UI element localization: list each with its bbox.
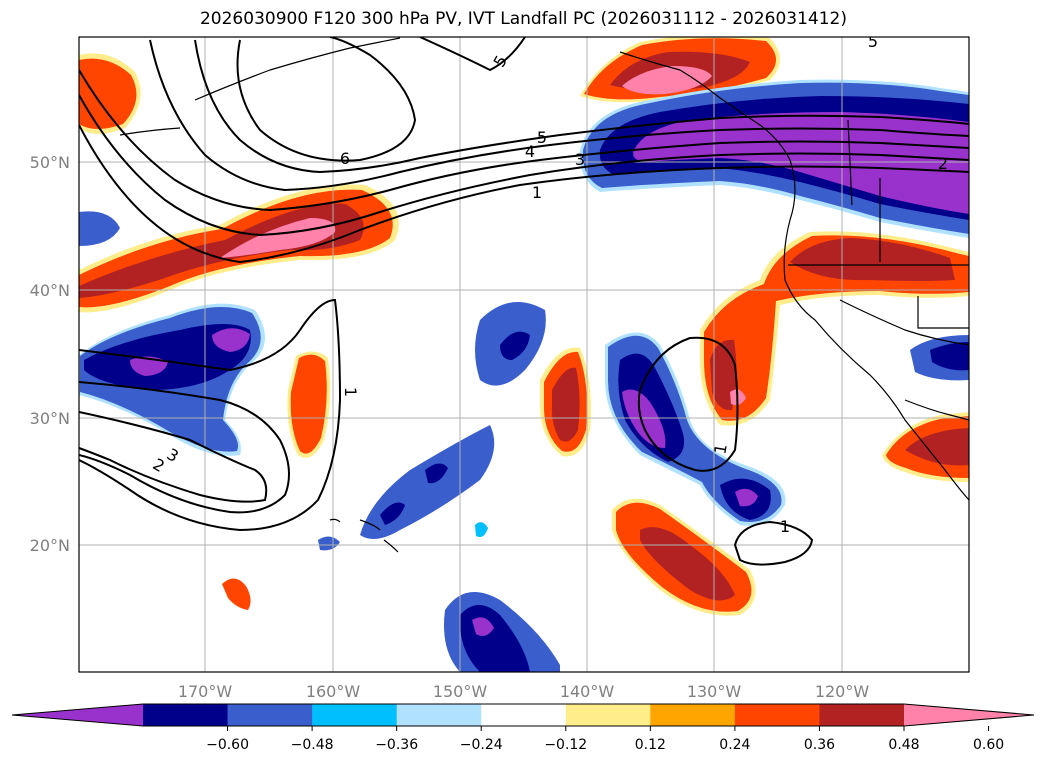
colorbar-tick-label: 0.60 — [973, 737, 1004, 753]
colorbar-segment — [227, 704, 313, 726]
colorbar-ticks: −0.60 −0.48 −0.36 −0.24 −0.12 0.12 0.24 0.36 0.4… — [206, 726, 1004, 753]
contour-label: 3 — [575, 150, 585, 169]
colorbar-segment — [396, 704, 482, 726]
contour-label: 5 — [868, 32, 878, 51]
colorbar-tick-label: 0.12 — [635, 737, 666, 753]
lon-label: 140°W — [560, 682, 615, 701]
latitude-labels: 50°N 40°N 30°N 20°N — [30, 153, 70, 555]
positive-anomaly-shading — [79, 37, 969, 616]
colorbar-tick-label: 0.24 — [719, 737, 750, 753]
contour-label: 5 — [537, 128, 547, 147]
lon-label: 150°W — [433, 682, 488, 701]
colorbar-segment — [143, 704, 229, 726]
colorbar-segment — [312, 704, 398, 726]
contour-label: 1 — [341, 387, 360, 397]
colorbar-tick-label: 0.36 — [804, 737, 835, 753]
lon-label: 170°W — [178, 682, 233, 701]
lat-label: 40°N — [30, 281, 70, 300]
colorbar-tick-label: 0.48 — [888, 737, 919, 753]
contour-label: 6 — [340, 149, 350, 168]
lon-label: 130°W — [687, 682, 742, 701]
contour-label: 4 — [525, 142, 535, 161]
contour-label: 1 — [532, 183, 542, 202]
colorbar-extend-high — [904, 704, 1034, 726]
coastlines — [119, 37, 969, 553]
lat-label: 30°N — [30, 409, 70, 428]
lat-label: 50°N — [30, 153, 70, 172]
colorbar-tick-label: −0.36 — [375, 737, 418, 753]
contour-label: 2 — [938, 154, 948, 173]
colorbar-tick-label: −0.12 — [544, 737, 587, 753]
lon-label: 160°W — [306, 682, 361, 701]
contour-label: 1 — [780, 517, 790, 536]
longitude-labels: 170°W 160°W 150°W 140°W 130°W 120°W — [178, 682, 870, 701]
lat-label: 20°N — [30, 536, 70, 555]
contour-label: 1 — [710, 442, 730, 455]
lon-label: 120°W — [815, 682, 870, 701]
colorbar-extend-low — [12, 704, 143, 726]
map-frame — [78, 36, 970, 673]
colorbar — [11, 703, 1035, 727]
colorbar-segment — [819, 704, 905, 726]
pv-contours — [79, 37, 969, 566]
colorbar-tick-label: −0.48 — [291, 737, 334, 753]
colorbar-tick-label: −0.60 — [206, 737, 249, 753]
colorbar-segment — [650, 704, 736, 726]
colorbar-outline — [11, 703, 1035, 727]
map-title: 2026030900 F120 300 hPa PV, IVT Landfall… — [199, 9, 847, 29]
colorbar-tick-label: −0.24 — [460, 737, 503, 753]
colorbar-segment — [734, 704, 820, 726]
colorbar-segment — [565, 704, 651, 726]
colorbar-segment — [481, 704, 567, 726]
